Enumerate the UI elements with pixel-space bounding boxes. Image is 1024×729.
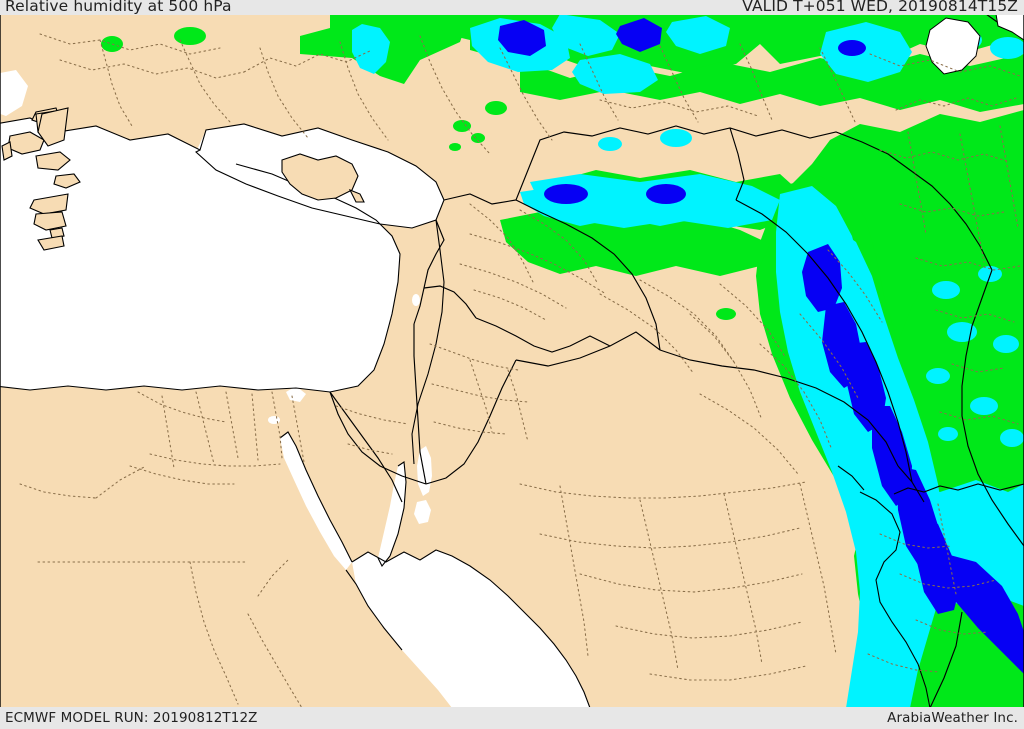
country-borders [329,125,1024,708]
map-svg [0,14,1024,708]
admin-borders [19,33,1021,708]
provider-label: ArabiaWeather Inc. [887,710,1018,726]
page-title: Relative humidity at 500 hPa [5,0,232,15]
caspian-sea [995,14,1024,41]
footer-bar: ECMWF MODEL RUN: 20190812T12Z ArabiaWeat… [0,707,1024,729]
coastlines [0,14,1024,708]
header-bar: Relative humidity at 500 hPa VALID T+051… [0,0,1024,15]
valid-time-label: VALID T+051 WED, 20190814T15Z [742,0,1018,15]
rh-band-blue [498,18,1024,674]
model-run-label: ECMWF MODEL RUN: 20190812T12Z [5,710,258,726]
map-canvas[interactable] [0,14,1024,708]
lake-urmia [925,17,981,75]
